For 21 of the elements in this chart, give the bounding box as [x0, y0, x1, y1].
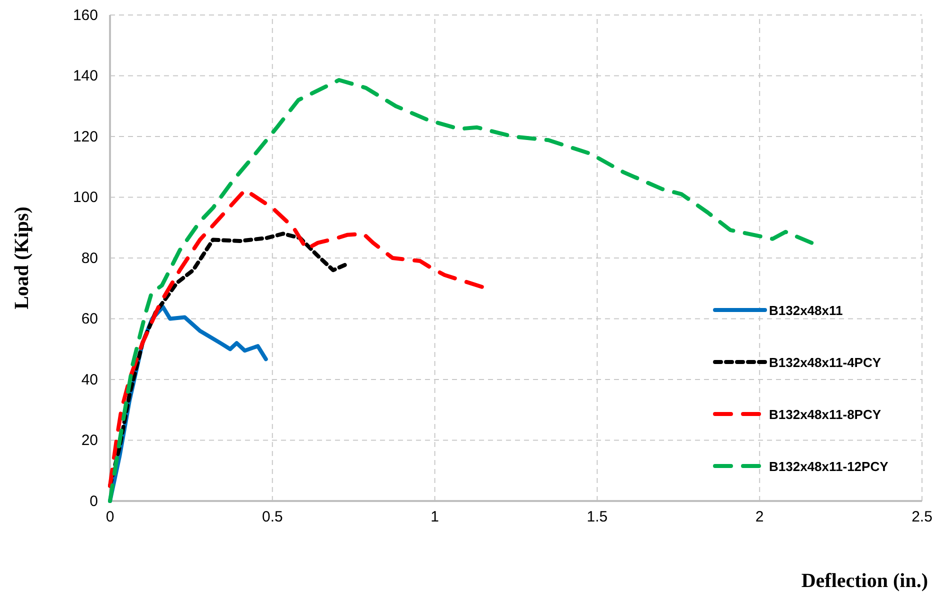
x-tick-label: 1 [430, 508, 439, 526]
y-tick-label: 140 [72, 68, 98, 85]
y-tick-label: 40 [81, 371, 98, 388]
legend-label: B132x48x11-8PCY [769, 407, 882, 422]
x-tick-label: 1.5 [586, 508, 608, 526]
y-tick-label: 80 [81, 250, 98, 267]
x-tick-label: 0.5 [262, 508, 283, 526]
y-tick-label: 60 [81, 310, 98, 328]
legend-label: B132x48x11 [769, 303, 843, 318]
x-axis-title: Deflection (in.) [801, 570, 928, 592]
y-tick-label: 160 [72, 6, 98, 24]
y-axis-title: Load (Kips) [11, 206, 33, 310]
x-tick-label: 0 [106, 508, 114, 526]
x-tick-label: 2.5 [912, 508, 932, 526]
legend-label: B132x48x11-12PCY [769, 459, 889, 474]
legend-label: B132x48x11-4PCY [769, 355, 882, 370]
y-tick-label: 100 [72, 189, 98, 206]
x-tick-label: 2 [755, 508, 764, 526]
y-tick-label: 20 [81, 432, 98, 450]
y-tick-label: 120 [72, 128, 98, 146]
y-tick-label: 0 [90, 492, 98, 510]
